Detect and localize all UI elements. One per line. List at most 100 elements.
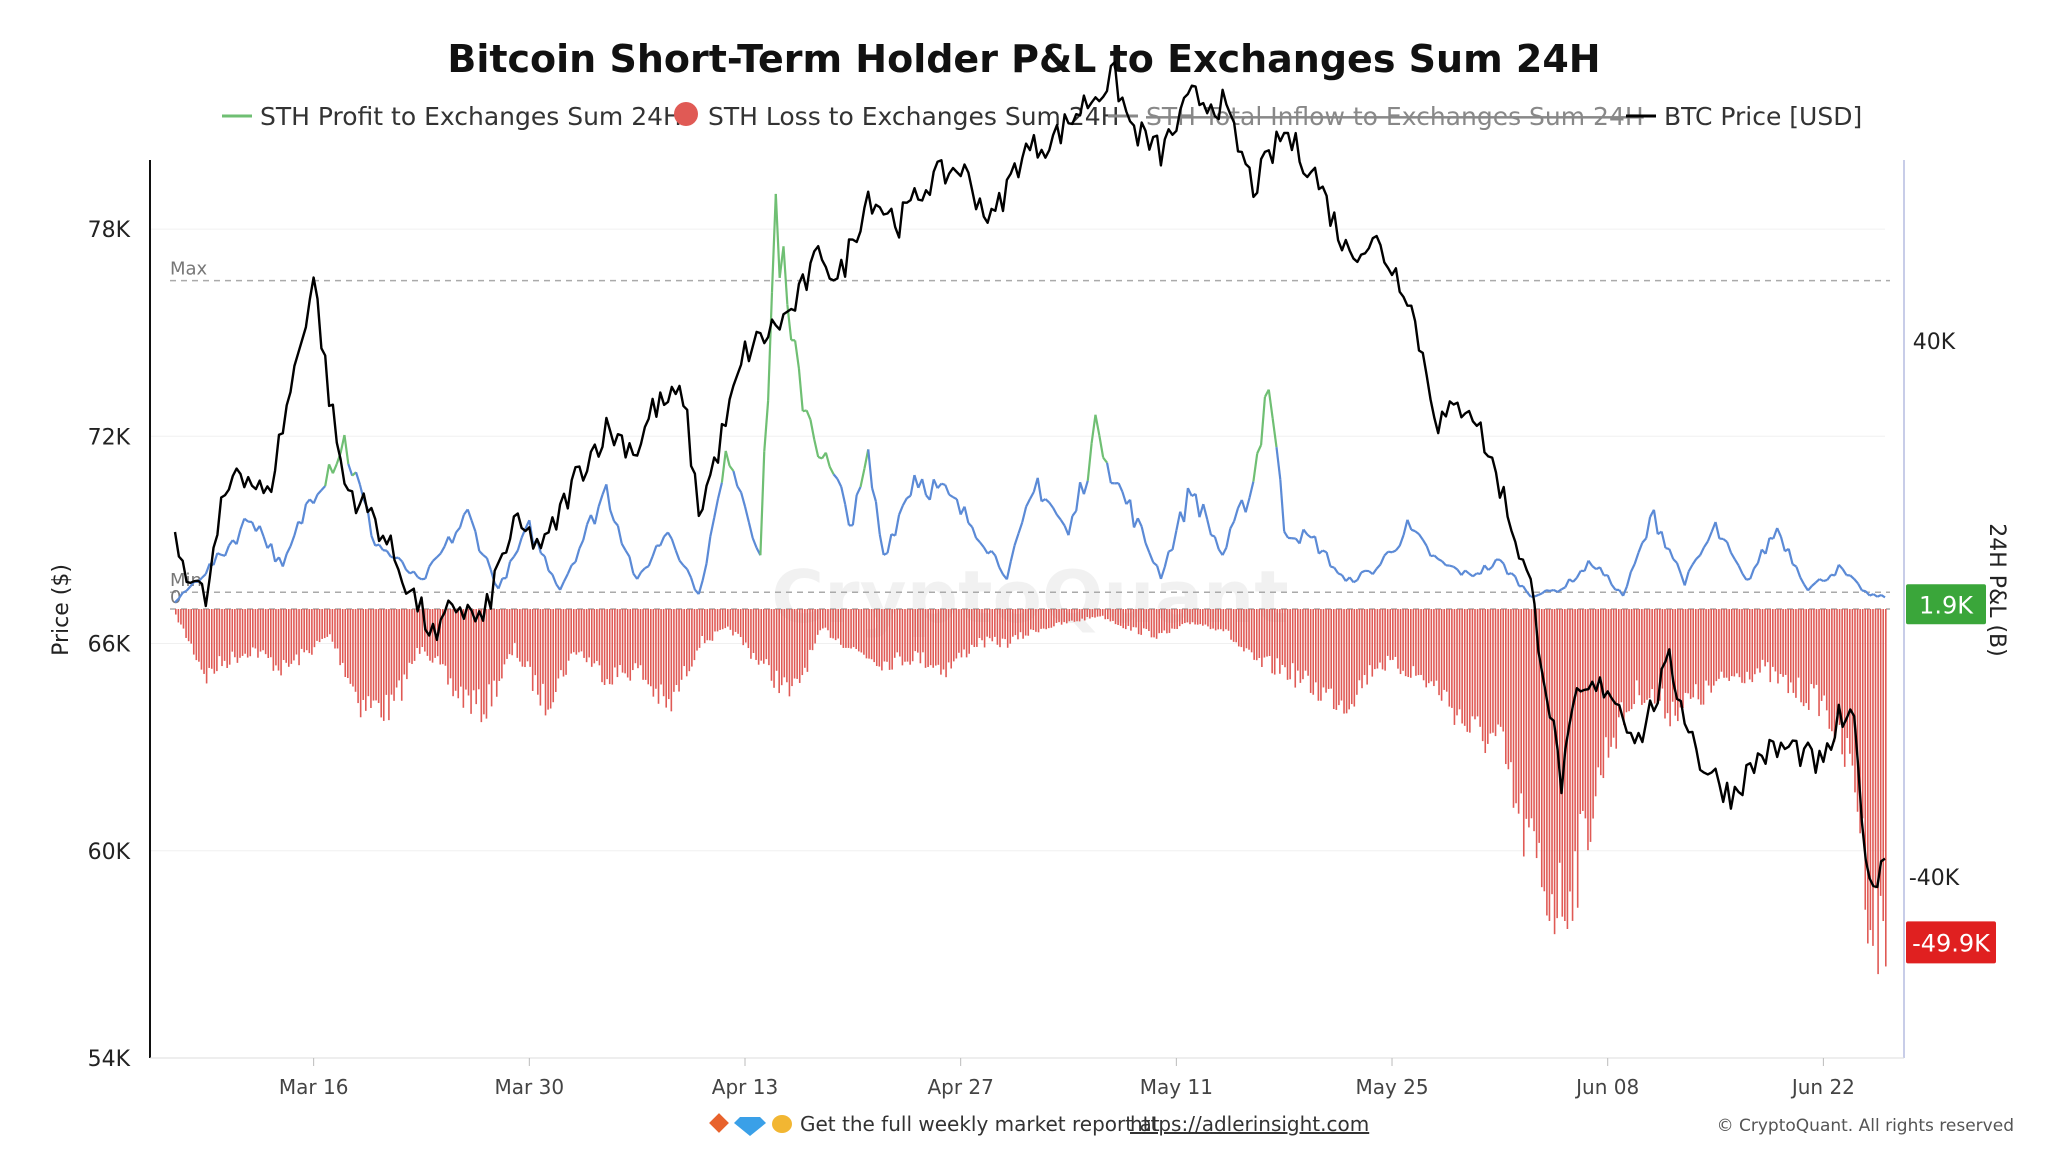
loss-bar <box>834 609 837 641</box>
profit-segment <box>720 450 727 483</box>
profit-segment <box>909 474 916 496</box>
loss-bar <box>1145 609 1148 629</box>
loss-bar <box>1481 609 1484 742</box>
profit-segment <box>1479 564 1486 575</box>
loss-bar <box>1764 609 1766 667</box>
profit-segment <box>1652 509 1659 535</box>
loss-bar <box>588 609 590 658</box>
legend-label-profit: STH Profit to Exchanges Sum 24H <box>260 102 682 131</box>
profit-segment <box>1341 574 1347 582</box>
loss-bar <box>988 609 991 639</box>
loss-bar <box>177 609 180 623</box>
profit-segment <box>1330 565 1335 569</box>
footer-link[interactable]: https://adlerinsight.com <box>1130 1112 1369 1136</box>
profit-segment <box>1637 542 1644 553</box>
loss-bar <box>585 609 588 663</box>
loss-bar <box>1561 609 1564 917</box>
right-axis-ticks: -40K040K <box>1909 330 1960 891</box>
loss-bar <box>1415 609 1417 676</box>
loss-bar <box>947 609 950 663</box>
loss-bar <box>1189 609 1191 625</box>
profit-segment <box>405 568 411 575</box>
profit-segment <box>1880 594 1886 599</box>
loss-bar <box>1284 609 1286 668</box>
loss-bar <box>1682 609 1684 709</box>
profit-segment <box>944 484 951 496</box>
loss-bar <box>223 609 226 661</box>
profit-segment <box>1668 548 1675 560</box>
profit-segment <box>670 538 677 551</box>
profit-segment <box>1575 570 1582 579</box>
loss-bar <box>1101 609 1104 616</box>
loss-bar <box>200 609 203 670</box>
profit-segment <box>1229 520 1236 530</box>
loss-bar <box>210 609 213 669</box>
profit-segment <box>1040 498 1046 503</box>
loss-bar <box>932 609 935 668</box>
loss-bar <box>608 609 611 685</box>
profit-segment <box>216 552 222 556</box>
legend-item-profit[interactable]: STH Profit to Exchanges Sum 24H <box>222 102 682 131</box>
loss-bar <box>1479 609 1481 727</box>
loss-bar <box>878 609 881 667</box>
loss-bar <box>1178 609 1181 627</box>
profit-segment <box>505 561 512 579</box>
loss-bar <box>811 609 814 651</box>
loss-bar <box>246 609 249 658</box>
profit-segment <box>1279 479 1286 532</box>
loss-bar <box>1831 609 1833 732</box>
profit-segment <box>1568 578 1574 583</box>
loss-bar <box>326 609 329 637</box>
profit-segment <box>1857 582 1863 591</box>
loss-bar <box>318 609 321 643</box>
loss-bar <box>1186 609 1189 623</box>
loss-bar <box>1325 609 1327 693</box>
btc-price-line <box>173 61 1886 889</box>
legend-item-btc-price[interactable]: BTC Price [USD] <box>1626 102 1862 131</box>
loss-bar <box>770 609 773 681</box>
profit-segment <box>1861 589 1866 593</box>
loss-bar <box>1222 609 1225 632</box>
legend-item-loss[interactable]: STH Loss to Exchanges Sum 24H <box>674 102 1119 131</box>
profit-segment <box>563 573 569 582</box>
profit-segment <box>239 518 246 530</box>
loss-bar <box>352 609 354 687</box>
loss-bar <box>190 609 193 644</box>
loss-bar <box>1417 609 1420 676</box>
loss-bar <box>616 609 619 678</box>
loss-bar <box>1787 609 1790 694</box>
profit-segment <box>751 537 758 549</box>
loss-bar <box>1492 609 1494 733</box>
loss-bar <box>341 609 344 663</box>
profit-segment <box>1599 566 1605 576</box>
profit-segment <box>1213 536 1220 550</box>
profit-segment <box>436 552 442 559</box>
profit-segment <box>967 522 974 528</box>
profit-segment <box>281 553 288 567</box>
loss-bar <box>503 609 506 665</box>
loss-bar <box>1240 609 1243 648</box>
profit-segment <box>1056 514 1062 521</box>
profit-segment <box>782 246 789 305</box>
profit-segment <box>736 485 743 493</box>
loss-bar <box>1117 609 1119 625</box>
profit-segment <box>1522 585 1528 593</box>
loss-bar <box>1530 609 1533 819</box>
loss-bar <box>1448 609 1451 707</box>
profit-segment <box>1487 566 1493 571</box>
loss-bar <box>1502 609 1505 732</box>
profit-segment <box>1769 536 1774 540</box>
profit-segment <box>1452 565 1459 571</box>
profit-segment <box>1572 576 1578 583</box>
profit-segment <box>1136 517 1143 528</box>
loss-bar <box>1510 609 1512 763</box>
profit-segment <box>1202 503 1209 520</box>
profit-segment <box>682 564 689 571</box>
profit-segment <box>690 577 696 591</box>
loss-bar <box>1712 609 1715 686</box>
loss-bar <box>1076 609 1078 622</box>
loss-bar <box>216 609 218 672</box>
profit-segment <box>571 561 577 566</box>
loss-bar <box>729 609 732 630</box>
legend-item-total-inflow[interactable]: STH Total Inflow to Exchanges Sum 24H <box>1108 102 1644 131</box>
